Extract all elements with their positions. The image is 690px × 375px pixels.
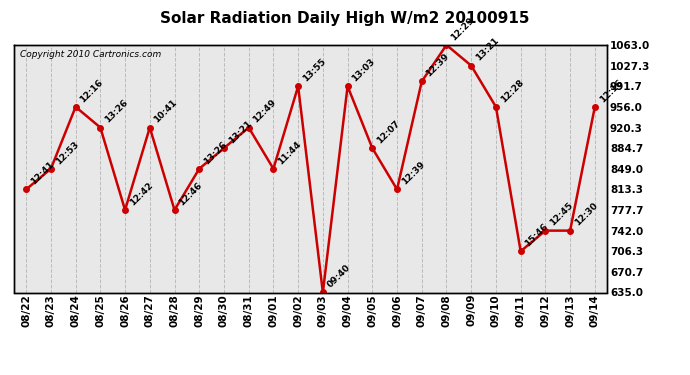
Text: 12:39: 12:39 <box>400 160 426 187</box>
Text: Solar Radiation Daily High W/m2 20100915: Solar Radiation Daily High W/m2 20100915 <box>160 11 530 26</box>
Text: 12:45: 12:45 <box>548 201 575 228</box>
Text: 12:42: 12:42 <box>128 180 155 207</box>
Text: 12:39: 12:39 <box>424 52 451 79</box>
Text: 13:26: 13:26 <box>103 98 130 125</box>
Text: 12:49: 12:49 <box>251 98 278 125</box>
Text: 15:46: 15:46 <box>524 222 550 249</box>
Text: 13:21: 13:21 <box>474 36 501 63</box>
Text: 13:55: 13:55 <box>301 57 328 84</box>
Text: 12:16: 12:16 <box>598 78 624 104</box>
Text: 10:41: 10:41 <box>152 98 179 125</box>
Text: 13:26: 13:26 <box>202 140 228 166</box>
Text: 12:41: 12:41 <box>29 160 56 187</box>
Text: 12:07: 12:07 <box>375 119 402 146</box>
Text: 13:03: 13:03 <box>351 57 377 84</box>
Text: 13:21: 13:21 <box>227 119 253 146</box>
Text: 12:16: 12:16 <box>79 78 105 104</box>
Text: Copyright 2010 Cartronics.com: Copyright 2010 Cartronics.com <box>20 50 161 59</box>
Text: 12:53: 12:53 <box>54 140 80 166</box>
Text: 11:44: 11:44 <box>276 139 303 166</box>
Text: 09:40: 09:40 <box>326 263 353 290</box>
Text: 12:30: 12:30 <box>573 201 600 228</box>
Text: 12:29: 12:29 <box>449 15 476 42</box>
Text: 12:46: 12:46 <box>177 180 204 207</box>
Text: 12:28: 12:28 <box>499 78 525 104</box>
